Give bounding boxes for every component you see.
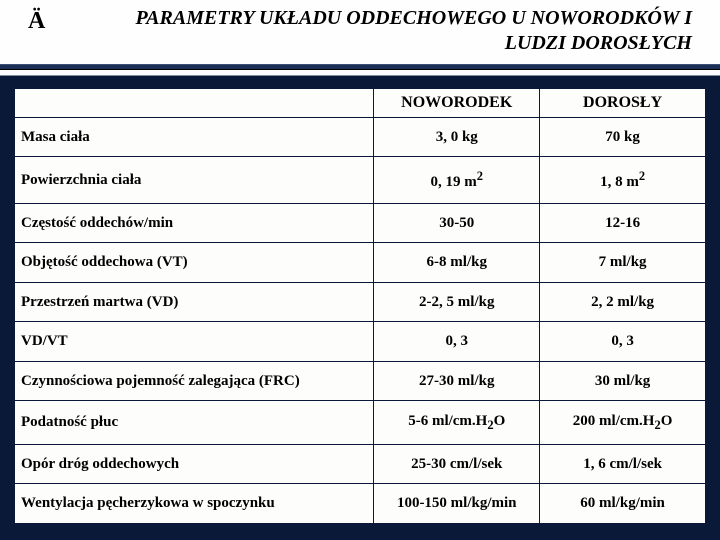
neonate-cell: 2-2, 5 ml/kg bbox=[374, 282, 540, 321]
adult-cell: 30 ml/kg bbox=[540, 361, 706, 400]
table-row: Powierzchnia ciała0, 19 m21, 8 m2 bbox=[15, 157, 706, 204]
table-row: Przestrzeń martwa (VD)2-2, 5 ml/kg2, 2 m… bbox=[15, 282, 706, 321]
adult-cell: 2, 2 ml/kg bbox=[540, 282, 706, 321]
table-header-row: NOWORODEK DOROSŁY bbox=[15, 89, 706, 118]
table-row: Wentylacja pęcherzykowa w spoczynku100-1… bbox=[15, 484, 706, 524]
header-adult: DOROSŁY bbox=[540, 89, 706, 118]
neonate-cell: 0, 3 bbox=[374, 322, 540, 361]
title-underline bbox=[0, 64, 720, 70]
neonate-cell: 25-30 cm/l/sek bbox=[374, 445, 540, 484]
table-row: Masa ciała3, 0 kg70 kg bbox=[15, 118, 706, 157]
neonate-cell: 27-30 ml/kg bbox=[374, 361, 540, 400]
param-cell: Powierzchnia ciała bbox=[15, 157, 374, 204]
neonate-cell: 0, 19 m2 bbox=[374, 157, 540, 204]
neonate-cell: 6-8 ml/kg bbox=[374, 243, 540, 282]
neonate-cell: 3, 0 kg bbox=[374, 118, 540, 157]
param-cell: Opór dróg oddechowych bbox=[15, 445, 374, 484]
adult-cell: 0, 3 bbox=[540, 322, 706, 361]
neonate-cell: 100-150 ml/kg/min bbox=[374, 484, 540, 524]
table-container: NOWORODEK DOROSŁY Masa ciała3, 0 kg70 kg… bbox=[12, 86, 708, 526]
param-cell: Podatność płuc bbox=[15, 401, 374, 445]
slide: Ä PARAMETRY UKŁADU ODDECHOWEGO U NOWOROD… bbox=[0, 0, 720, 540]
table-row: Opór dróg oddechowych25-30 cm/l/sek1, 6 … bbox=[15, 445, 706, 484]
param-cell: Czynnościowa pojemność zalegająca (FRC) bbox=[15, 361, 374, 400]
neonate-cell: 30-50 bbox=[374, 203, 540, 242]
param-cell: VD/VT bbox=[15, 322, 374, 361]
table-row: Podatność płuc5-6 ml/cm.H2O200 ml/cm.H2O bbox=[15, 401, 706, 445]
title-line-2: LUDZI DOROSŁYCH bbox=[505, 32, 692, 54]
table-row: Objętość oddechowa (VT)6-8 ml/kg7 ml/kg bbox=[15, 243, 706, 282]
adult-cell: 200 ml/cm.H2O bbox=[540, 401, 706, 445]
param-cell: Objętość oddechowa (VT) bbox=[15, 243, 374, 282]
header-neonate: NOWORODEK bbox=[374, 89, 540, 118]
table-row: Czynnościowa pojemność zalegająca (FRC)2… bbox=[15, 361, 706, 400]
param-cell: Wentylacja pęcherzykowa w spoczynku bbox=[15, 484, 374, 524]
adult-cell: 1, 8 m2 bbox=[540, 157, 706, 204]
header-blank bbox=[15, 89, 374, 118]
adult-cell: 1, 6 cm/l/sek bbox=[540, 445, 706, 484]
param-cell: Częstość oddechów/min bbox=[15, 203, 374, 242]
table-row: Częstość oddechów/min30-5012-16 bbox=[15, 203, 706, 242]
adult-cell: 12-16 bbox=[540, 203, 706, 242]
arrow-icon: Ä bbox=[28, 8, 45, 35]
table-row: VD/VT0, 30, 3 bbox=[15, 322, 706, 361]
page-title: PARAMETRY UKŁADU ODDECHOWEGO U NOWORODKÓ… bbox=[51, 6, 692, 56]
adult-cell: 7 ml/kg bbox=[540, 243, 706, 282]
parameters-table: NOWORODEK DOROSŁY Masa ciała3, 0 kg70 kg… bbox=[14, 88, 706, 524]
param-cell: Przestrzeń martwa (VD) bbox=[15, 282, 374, 321]
adult-cell: 60 ml/kg/min bbox=[540, 484, 706, 524]
neonate-cell: 5-6 ml/cm.H2O bbox=[374, 401, 540, 445]
title-line-1: PARAMETRY UKŁADU ODDECHOWEGO U NOWORODKÓ… bbox=[135, 7, 692, 29]
adult-cell: 70 kg bbox=[540, 118, 706, 157]
param-cell: Masa ciała bbox=[15, 118, 374, 157]
